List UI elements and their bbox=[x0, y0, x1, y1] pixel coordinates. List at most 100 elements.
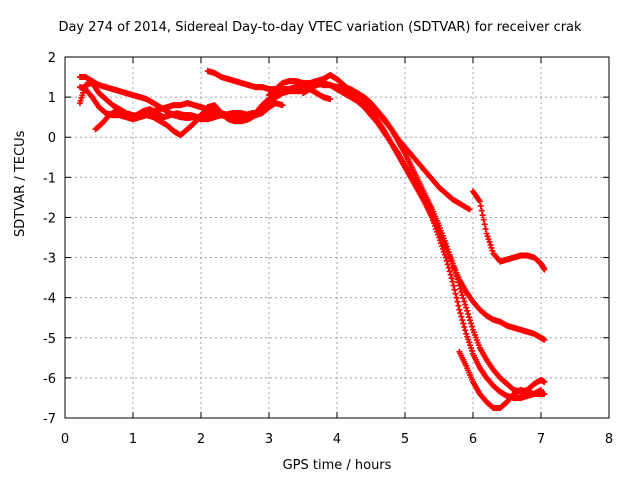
data-point bbox=[479, 212, 486, 219]
data-point bbox=[450, 282, 457, 289]
data-point bbox=[462, 301, 469, 308]
data-point bbox=[452, 290, 459, 297]
data-point bbox=[469, 323, 476, 330]
data-point bbox=[442, 240, 449, 247]
data-point bbox=[255, 110, 262, 117]
x-tick-label: 2 bbox=[197, 432, 205, 447]
data-point bbox=[541, 378, 548, 385]
data-point bbox=[436, 234, 442, 241]
data-point bbox=[456, 282, 463, 289]
data-point bbox=[452, 270, 459, 277]
data-point bbox=[538, 386, 544, 393]
data-point bbox=[541, 266, 548, 273]
data-point bbox=[469, 347, 476, 354]
data-point bbox=[458, 288, 465, 295]
y-tick-label: -7 bbox=[43, 412, 56, 427]
data-point bbox=[464, 333, 471, 340]
series-track-d bbox=[92, 106, 262, 133]
x-axis-label: GPS time / hours bbox=[282, 458, 392, 473]
data-point bbox=[448, 275, 455, 282]
data-point bbox=[453, 273, 460, 280]
data-point bbox=[444, 261, 451, 268]
data-point bbox=[447, 254, 454, 261]
data-point bbox=[443, 243, 450, 250]
data-point bbox=[467, 342, 474, 349]
y-tick-label: -6 bbox=[43, 372, 56, 387]
data-point bbox=[460, 320, 467, 327]
data-point bbox=[463, 304, 470, 311]
data-point bbox=[446, 268, 453, 275]
data-point bbox=[454, 298, 461, 305]
data-point bbox=[453, 294, 460, 301]
data-point bbox=[464, 307, 471, 314]
data-point bbox=[465, 336, 472, 343]
data-point bbox=[446, 251, 453, 258]
data-point bbox=[461, 298, 468, 305]
x-tick-label: 6 bbox=[469, 432, 477, 447]
data-point bbox=[541, 336, 548, 343]
x-tick-label: 7 bbox=[537, 432, 545, 447]
data-point bbox=[445, 264, 452, 271]
y-tick-label: 1 bbox=[48, 91, 56, 106]
data-point bbox=[467, 317, 474, 324]
data-point bbox=[477, 202, 484, 209]
y-tick-label: 2 bbox=[48, 51, 56, 66]
data-point bbox=[459, 292, 466, 299]
data-point bbox=[455, 302, 462, 309]
data-point bbox=[449, 278, 456, 285]
data-point bbox=[447, 271, 454, 278]
data-point bbox=[279, 102, 286, 109]
data-point bbox=[459, 317, 466, 324]
data-point bbox=[482, 225, 489, 232]
data-point bbox=[451, 286, 458, 293]
data-point bbox=[433, 225, 440, 232]
grid-lines bbox=[65, 57, 609, 418]
data-point bbox=[429, 214, 436, 221]
data-point bbox=[444, 246, 451, 253]
axis-ticks: 0 1 2 3 4 5 6 7 8 2 1 0 -1 -2 -3 -4 -5 -6 -7 bbox=[43, 51, 613, 447]
data-point bbox=[484, 233, 491, 240]
data-point bbox=[468, 320, 475, 327]
data-point bbox=[327, 96, 334, 103]
data-point bbox=[458, 313, 465, 320]
data-series bbox=[76, 68, 548, 411]
y-tick-label: -2 bbox=[43, 211, 56, 226]
data-point bbox=[450, 263, 457, 270]
y-tick-label: -3 bbox=[43, 252, 56, 267]
data-point bbox=[457, 310, 464, 317]
data-point bbox=[483, 230, 490, 237]
data-point bbox=[448, 257, 455, 264]
data-point bbox=[460, 295, 467, 302]
data-point bbox=[457, 285, 464, 292]
data-point bbox=[435, 231, 442, 238]
x-tick-label: 3 bbox=[265, 432, 273, 447]
data-point bbox=[449, 260, 456, 267]
data-point bbox=[463, 330, 470, 337]
y-tick-label: -1 bbox=[43, 171, 56, 186]
data-point bbox=[485, 236, 492, 243]
data-point bbox=[489, 247, 496, 254]
data-point bbox=[466, 314, 473, 321]
data-point bbox=[488, 244, 495, 251]
y-tick-label: 0 bbox=[48, 131, 56, 146]
data-point bbox=[445, 249, 452, 256]
data-point bbox=[487, 241, 494, 248]
series-track-j bbox=[470, 188, 548, 273]
series-track-h bbox=[334, 84, 548, 395]
x-tick-label: 0 bbox=[61, 432, 69, 447]
data-point bbox=[486, 239, 493, 246]
y-tick-label: -5 bbox=[43, 332, 56, 347]
series-track-f bbox=[266, 72, 548, 343]
data-point bbox=[466, 339, 473, 346]
data-point bbox=[461, 323, 468, 330]
data-point bbox=[466, 206, 473, 213]
data-point bbox=[455, 279, 462, 286]
chart-title: Day 274 of 2014, Sidereal Day-to-day VTE… bbox=[58, 20, 582, 35]
series-track-i bbox=[456, 348, 544, 411]
data-point bbox=[476, 198, 483, 205]
data-point bbox=[480, 216, 487, 223]
data-point bbox=[468, 345, 475, 352]
data-point bbox=[541, 390, 548, 397]
x-tick-label: 4 bbox=[333, 432, 341, 447]
